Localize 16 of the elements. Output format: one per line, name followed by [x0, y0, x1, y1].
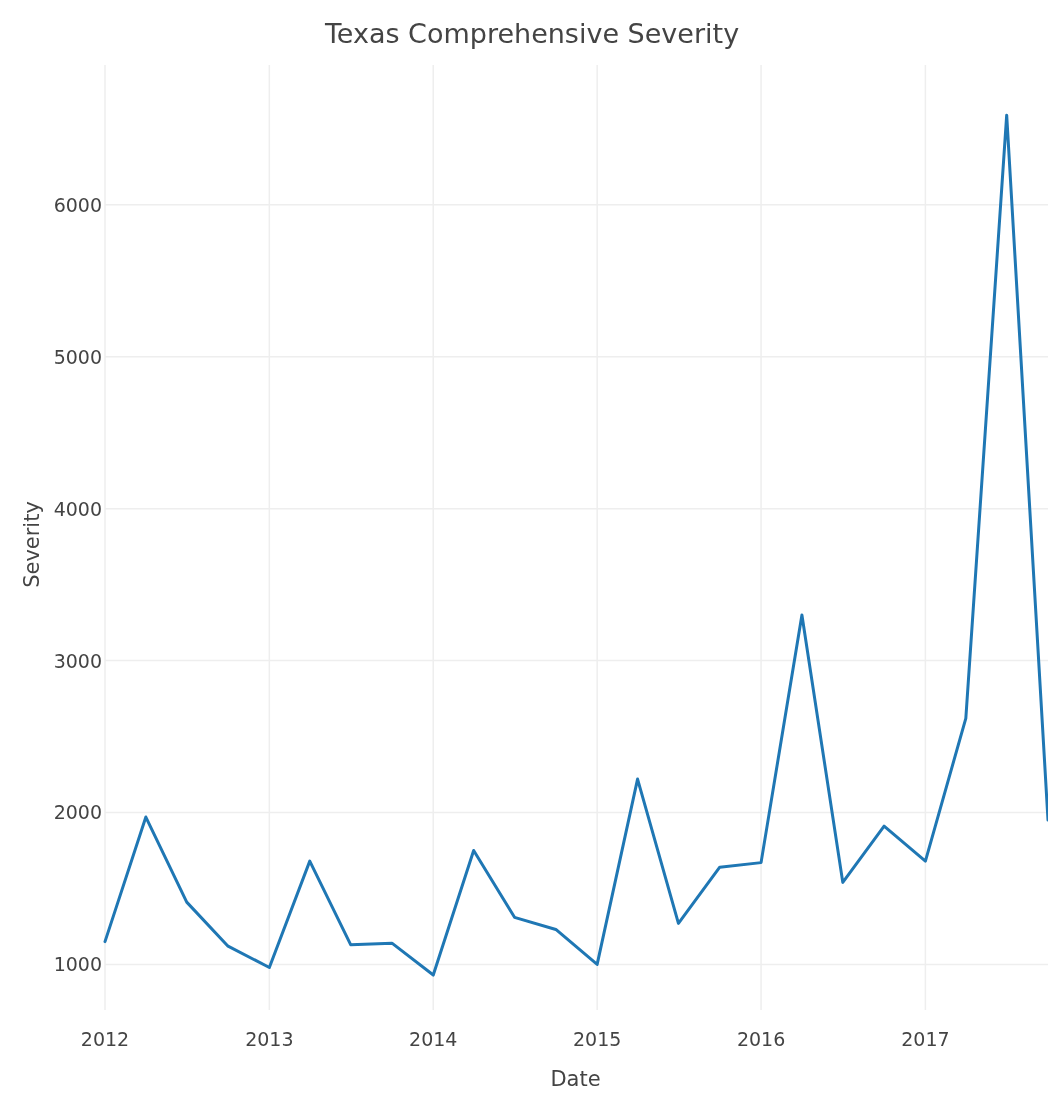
y-tick-label: 3000	[53, 649, 102, 672]
x-tick-label: 2017	[901, 1028, 950, 1050]
y-tick-label: 1000	[53, 953, 102, 976]
x-tick-label: 2013	[245, 1028, 294, 1050]
y-tick-label: 4000	[53, 497, 102, 520]
y-tick-label: 5000	[53, 345, 102, 368]
x-tick-label: 2012	[80, 1028, 130, 1050]
y-tick-label: 6000	[53, 193, 102, 216]
y-axis-title: Severity	[20, 501, 44, 588]
line-series	[103, 113, 1048, 977]
x-axis-title: Date	[550, 1067, 601, 1091]
x-tick-label: 2015	[572, 1028, 622, 1050]
chart-title: Texas Comprehensive Severity	[323, 18, 740, 49]
x-tick-label: 2014	[409, 1028, 458, 1050]
y-tick-label: 2000	[53, 801, 102, 824]
x-tick-label: 2016	[736, 1028, 786, 1050]
